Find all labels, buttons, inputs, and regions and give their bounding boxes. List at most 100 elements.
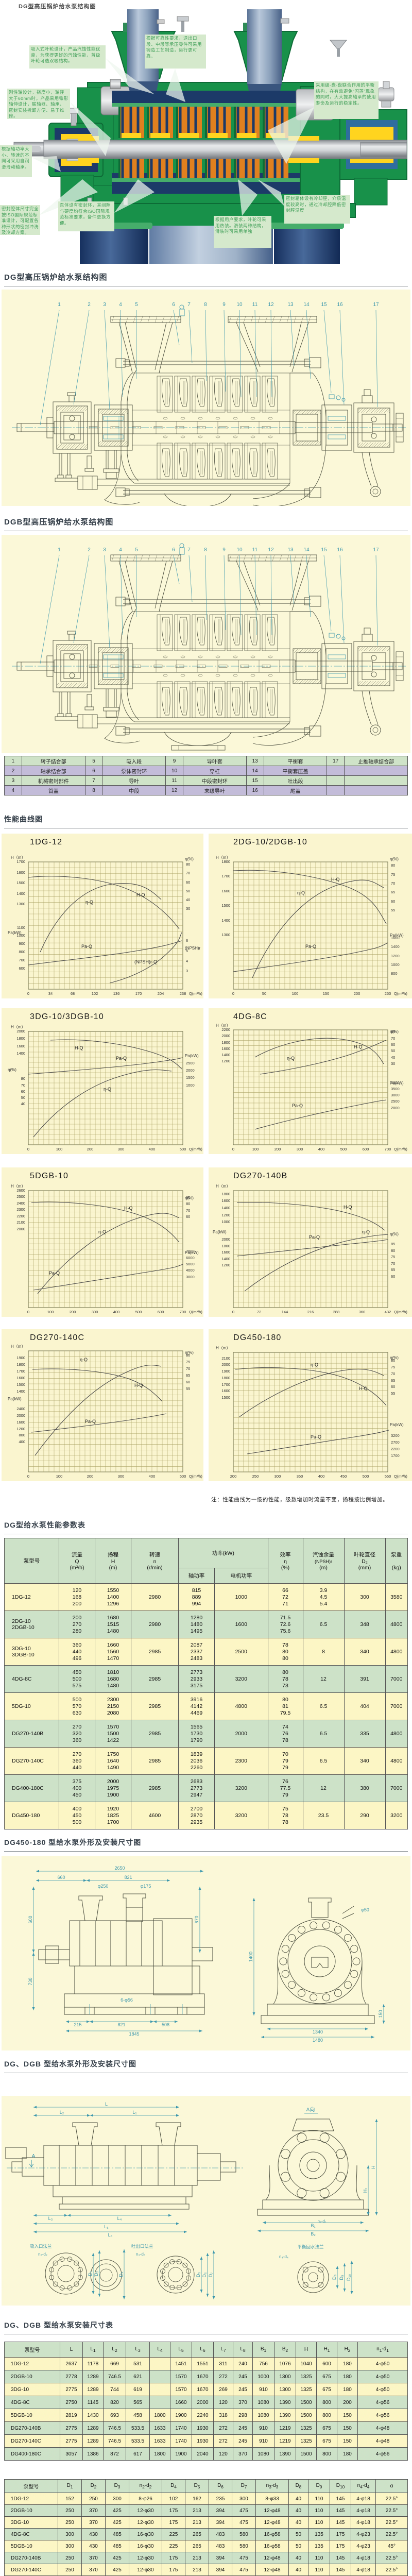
svg-text:6-φ56: 6-φ56 [121,1997,133,2003]
svg-text:3: 3 [186,969,188,973]
svg-text:60: 60 [21,1089,25,1094]
svg-text:1300: 1300 [221,933,230,937]
svg-text:Pa-Q: Pa-Q [292,1103,303,1108]
svg-text:4000: 4000 [391,1080,400,1085]
svg-text:8: 8 [204,547,207,553]
svg-text:H-Q: H-Q [75,1045,83,1050]
svg-text:2500: 2500 [391,1099,400,1104]
svg-text:2000: 2000 [16,1413,25,1418]
svg-text:η(%): η(%) [185,1196,194,1200]
svg-text:100: 100 [56,1474,63,1479]
svg-text:6: 6 [172,302,175,308]
svg-text:508: 508 [162,2022,169,2027]
svg-text:4000: 4000 [186,1268,195,1273]
svg-text:η(%): η(%) [390,857,399,861]
svg-text:400: 400 [149,1147,156,1151]
svg-text:50: 50 [21,1095,25,1100]
svg-text:3000: 3000 [391,1093,400,1097]
svg-text:1600: 1600 [221,889,230,893]
svg-text:1800: 1800 [221,1040,230,1045]
svg-text:0: 0 [27,1147,29,1151]
svg-text:L₄: L₄ [117,2216,122,2221]
svg-text:1400: 1400 [221,1257,230,1261]
svg-text:65: 65 [391,890,395,894]
svg-text:17: 17 [373,547,379,553]
svg-text:250: 250 [385,991,391,996]
svg-text:H-Q: H-Q [359,1386,368,1391]
svg-text:136: 136 [113,991,120,996]
svg-text:80: 80 [186,1201,190,1206]
svg-text:1: 1 [58,547,61,553]
svg-text:H（m）: H（m） [11,1184,25,1189]
svg-text:Pa-Q: Pa-Q [81,944,92,949]
svg-text:Q(m³/h): Q(m³/h) [394,1310,407,1314]
svg-text:1400: 1400 [221,1206,230,1210]
svg-text:φ50: φ50 [361,1907,369,1912]
svg-text:L₆: L₆ [108,2232,113,2238]
svg-text:16: 16 [337,302,343,308]
svg-text:1000: 1000 [186,1083,195,1088]
svg-text:600: 600 [28,1916,33,1923]
svg-text:1900: 1900 [16,1355,25,1360]
svg-text:H（m）: H（m） [216,1184,230,1189]
svg-text:144: 144 [282,1310,288,1314]
svg-text:300: 300 [118,1474,125,1479]
svg-text:216: 216 [307,1310,314,1314]
svg-text:300: 300 [274,1474,281,1479]
svg-text:η-Q: η-Q [287,1056,295,1061]
svg-text:Pa-Q: Pa-Q [309,1234,320,1240]
svg-text:3: 3 [103,302,106,308]
svg-text:Q(m³/h): Q(m³/h) [189,1147,202,1151]
svg-text:1845: 1845 [129,2031,139,2037]
svg-text:300: 300 [297,1147,303,1151]
svg-text:75: 75 [391,872,395,877]
svg-text:2650: 2650 [114,1866,125,1871]
svg-text:n₄-d₄: n₄-d₄ [279,2255,288,2259]
svg-text:450: 450 [340,1474,347,1479]
svg-text:1400: 1400 [16,1389,25,1394]
svg-text:H-Q: H-Q [124,1206,133,1211]
svg-text:68: 68 [71,991,75,996]
svg-text:60: 60 [391,899,395,904]
svg-text:2000: 2000 [16,1029,25,1033]
svg-text:0: 0 [232,991,234,996]
svg-text:Pa-Q: Pa-Q [85,1419,96,1424]
svg-text:9: 9 [222,547,226,553]
svg-text:L₂: L₂ [60,2110,64,2115]
svg-text:821: 821 [117,2022,125,2027]
svg-text:Pa-Q: Pa-Q [305,944,316,949]
svg-text:2700: 2700 [391,1440,400,1445]
svg-text:η(%): η(%) [390,1232,399,1236]
svg-text:D₉: D₉ [339,2275,344,2280]
svg-text:η-Q: η-Q [80,1357,88,1362]
svg-text:H（m）: H（m） [216,855,230,860]
svg-text:Pa(kW): Pa(kW) [390,1081,404,1086]
svg-text:H₁: H₁ [363,2188,368,2193]
svg-text:80: 80 [186,1353,190,1358]
svg-text:D₈: D₈ [332,2275,337,2280]
svg-text:150: 150 [378,2010,383,2018]
svg-text:Pa-Q: Pa-Q [116,1056,127,1061]
svg-text:300: 300 [92,1310,98,1314]
svg-text:1600: 1600 [391,936,400,940]
svg-text:13: 13 [287,302,294,308]
svg-text:2: 2 [88,302,91,308]
svg-text:2: 2 [88,547,91,553]
svg-text:400: 400 [113,1310,120,1314]
svg-text:η-Q: η-Q [311,1362,318,1367]
svg-text:100: 100 [47,1310,54,1314]
svg-text:730: 730 [28,1977,33,1985]
svg-text:432: 432 [385,1310,391,1314]
svg-text:85: 85 [391,1242,395,1246]
svg-text:6: 6 [186,938,188,943]
svg-text:2500: 2500 [16,1194,25,1199]
svg-text:80: 80 [21,1076,25,1081]
svg-text:1400: 1400 [221,918,230,923]
svg-text:1900: 1900 [221,1369,230,1374]
svg-text:1600: 1600 [16,1376,25,1380]
svg-text:12: 12 [268,547,274,553]
svg-text:1340: 1340 [313,2029,323,2035]
svg-text:1400: 1400 [16,1051,25,1056]
svg-text:1700: 1700 [16,1369,25,1374]
svg-text:6: 6 [172,547,175,553]
